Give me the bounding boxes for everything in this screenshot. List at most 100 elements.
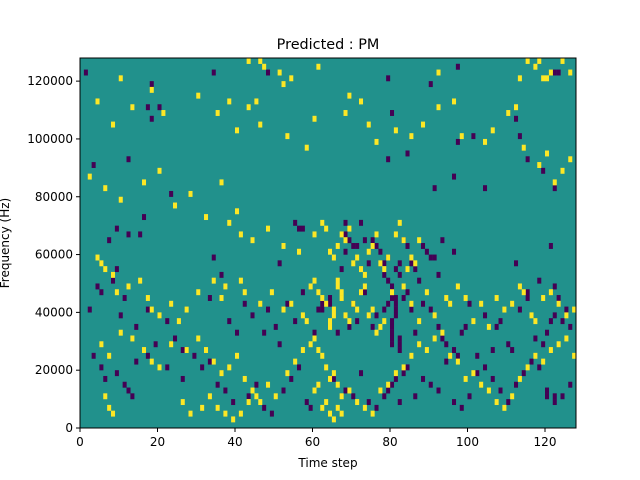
heatmap-cell-low [273, 323, 278, 330]
heatmap-cell-high [510, 393, 515, 400]
heatmap-cell-high [281, 81, 286, 88]
heatmap-cell-high [331, 306, 336, 313]
heatmap-cell-low [490, 375, 495, 382]
heatmap-cell-high [548, 289, 553, 296]
heatmap-cell-high [297, 248, 302, 255]
heatmap-cell-low [231, 399, 236, 406]
heatmap-cell-low [246, 393, 251, 400]
heatmap-cell-low [374, 243, 379, 249]
heatmap-cell-low [362, 289, 367, 296]
heatmap-cell-high [312, 387, 317, 394]
heatmap-cell-high [393, 370, 398, 377]
heatmap-cell-high [246, 399, 251, 406]
heatmap-cell-low [83, 69, 88, 76]
heatmap-cell-high [339, 295, 344, 301]
heatmap-cell-high [176, 318, 181, 325]
heatmap-cell-low [506, 341, 511, 348]
heatmap-cell-low [262, 404, 267, 411]
heatmap-cell-high [161, 110, 166, 116]
heatmap-cell-high [556, 341, 561, 348]
heatmap-cell-high [386, 254, 391, 261]
heatmap-cell-high [440, 329, 445, 336]
heatmap-cell-high [180, 399, 185, 406]
heatmap-cell-low [145, 306, 150, 313]
x-axis-label: Time step [297, 456, 357, 470]
heatmap-cell-high [320, 404, 325, 411]
heatmap-cell-high [103, 393, 108, 400]
heatmap-cell-low [157, 104, 162, 111]
heatmap-cell-high [401, 364, 406, 371]
heatmap-cell-high [452, 98, 457, 105]
heatmap-cell-low [560, 393, 565, 400]
heatmap-cell-low [355, 318, 360, 325]
heatmap-cell-low [436, 323, 441, 330]
heatmap-cell-low [413, 329, 418, 336]
heatmap-cell-low [401, 295, 406, 301]
heatmap-cell-low [390, 329, 395, 336]
heatmap-cell-high [312, 231, 317, 238]
heatmap-cell-high [510, 300, 515, 307]
heatmap-cell-high [324, 399, 329, 406]
heatmap-cell-high [188, 410, 193, 417]
heatmap-cell-high [374, 231, 379, 238]
heatmap-cell-high [250, 237, 255, 244]
heatmap-cell-high [374, 329, 379, 336]
heatmap-cell-low [382, 306, 387, 313]
heatmap-cell-low [525, 156, 530, 163]
heatmap-cell-high [572, 306, 577, 313]
heatmap-cell-high [436, 69, 441, 76]
heatmap-cell-high [479, 381, 484, 388]
heatmap-cell-high [289, 75, 294, 82]
heatmap-cell-high [335, 404, 340, 411]
heatmap-cell-high [413, 260, 418, 267]
heatmap-cell-high [564, 312, 569, 319]
heatmap-cell-low [192, 352, 197, 359]
heatmap-cell-high [238, 277, 243, 284]
heatmap-cell-low [390, 381, 395, 388]
heatmap-cell-high [308, 341, 313, 348]
heatmap-cell-high [417, 318, 422, 325]
heatmap-cell-low [254, 381, 259, 388]
heatmap-cells [80, 58, 577, 428]
heatmap-cell-high [537, 162, 542, 168]
heatmap-cell-high [324, 300, 329, 307]
heatmap-cell-high [227, 219, 232, 226]
heatmap-cell-low [207, 358, 212, 365]
heatmap-cell-low [545, 329, 550, 336]
heatmap-cell-high [223, 283, 228, 290]
heatmap-cell-low [397, 335, 402, 342]
heatmap-cell-low [339, 266, 344, 273]
heatmap-cell-high [409, 133, 414, 140]
heatmap-cell-high [517, 75, 522, 82]
heatmap-cell-high [347, 387, 352, 394]
heatmap-cell-low [386, 387, 391, 394]
heatmap-cell-high [320, 295, 325, 301]
heatmap-cell-high [556, 300, 561, 307]
heatmap-cell-low [200, 364, 205, 371]
heatmap-cell-high [211, 358, 216, 365]
heatmap-cell-high [479, 300, 484, 307]
heatmap-cell-high [335, 243, 340, 249]
heatmap-cell-high [118, 196, 123, 203]
heatmap-cell-high [196, 289, 201, 296]
heatmap-cell-high [204, 214, 209, 221]
heatmap-cell-low [397, 399, 402, 406]
heatmap-cell-high [258, 399, 263, 406]
heatmap-cell-high [351, 300, 356, 307]
heatmap-cell-high [300, 347, 305, 353]
heatmap-cell-high [424, 347, 429, 353]
heatmap-cell-high [568, 69, 573, 76]
heatmap-cell-high [486, 387, 491, 394]
heatmap-cell-low [459, 329, 464, 336]
heatmap-cell-low [134, 358, 139, 365]
heatmap-cell-high [316, 381, 321, 388]
heatmap-cell-high [316, 63, 321, 70]
heatmap-cell-high [533, 318, 538, 325]
heatmap-cell-low [413, 266, 418, 273]
heatmap-cell-low [393, 300, 398, 307]
heatmap-cell-low [541, 167, 546, 174]
heatmap-cell-high [184, 347, 189, 353]
heatmap-cell-high [281, 243, 286, 249]
heatmap-cell-high [483, 138, 488, 145]
heatmap-cell-low [552, 399, 557, 406]
